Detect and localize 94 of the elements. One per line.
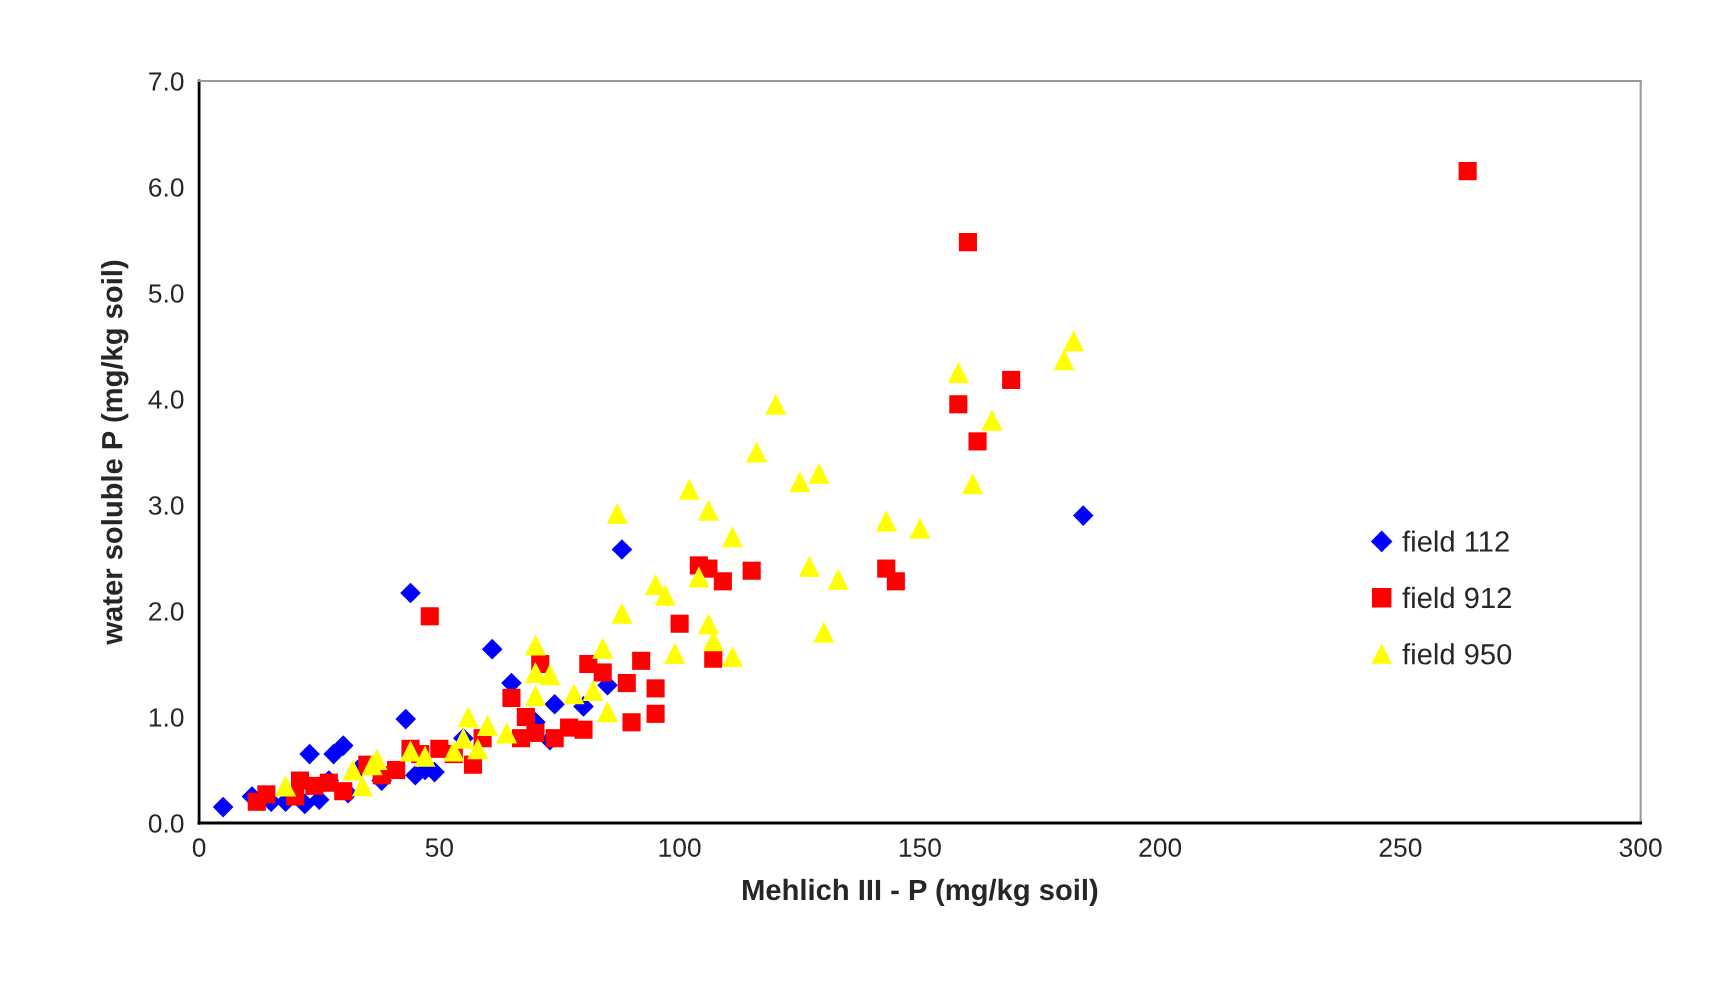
point bbox=[765, 393, 787, 415]
legend-label: field 112 bbox=[1402, 530, 1509, 552]
point bbox=[467, 738, 489, 760]
point bbox=[798, 555, 820, 578]
point bbox=[257, 785, 276, 804]
point bbox=[212, 796, 234, 818]
point bbox=[1053, 349, 1075, 371]
point bbox=[351, 775, 373, 797]
point bbox=[420, 607, 439, 626]
point bbox=[414, 745, 436, 767]
point bbox=[789, 471, 811, 493]
point bbox=[597, 701, 619, 723]
point bbox=[632, 651, 651, 670]
point bbox=[654, 584, 676, 606]
point bbox=[617, 674, 636, 693]
point bbox=[496, 722, 518, 744]
y-tick-label: 5.0 bbox=[148, 284, 184, 303]
point bbox=[721, 526, 743, 548]
point bbox=[721, 646, 743, 668]
point bbox=[387, 760, 406, 780]
point bbox=[808, 462, 830, 484]
point bbox=[611, 602, 633, 624]
point bbox=[1063, 330, 1085, 352]
point bbox=[875, 510, 897, 532]
point bbox=[592, 637, 614, 659]
point bbox=[400, 582, 421, 604]
x-axis-title: Mehlich III - P (mg/kg soil) bbox=[743, 878, 1098, 907]
y-tick-label: 3.0 bbox=[148, 496, 184, 515]
point bbox=[697, 499, 719, 521]
point bbox=[524, 685, 546, 707]
point bbox=[611, 539, 633, 560]
point bbox=[704, 649, 723, 668]
x-tick-label: 150 bbox=[899, 838, 941, 857]
point bbox=[563, 683, 585, 705]
point bbox=[622, 713, 641, 732]
point bbox=[574, 720, 593, 739]
point bbox=[299, 743, 320, 765]
point bbox=[516, 707, 535, 727]
legend-label: field 950 bbox=[1402, 643, 1512, 665]
y-tick-label: 6.0 bbox=[149, 178, 184, 197]
point bbox=[678, 478, 700, 500]
point bbox=[646, 679, 665, 698]
point bbox=[395, 708, 417, 730]
y-tick-label: 7.0 bbox=[149, 72, 184, 91]
point bbox=[958, 233, 977, 252]
point bbox=[524, 634, 546, 656]
point bbox=[275, 775, 297, 797]
y-tick-label: 0.0 bbox=[148, 814, 184, 833]
point bbox=[544, 693, 565, 715]
point bbox=[947, 361, 969, 384]
x-tick-label: 0 bbox=[192, 838, 206, 857]
point bbox=[334, 782, 353, 801]
point bbox=[1002, 370, 1021, 389]
point bbox=[949, 395, 968, 414]
point bbox=[323, 743, 344, 765]
x-tick-label: 200 bbox=[1139, 838, 1182, 857]
point bbox=[688, 566, 710, 588]
point bbox=[457, 706, 479, 728]
point bbox=[524, 661, 546, 684]
x-tick-label: 50 bbox=[425, 838, 453, 857]
x-tick-label: 100 bbox=[659, 838, 701, 857]
point bbox=[539, 664, 561, 686]
point bbox=[1458, 162, 1477, 181]
point bbox=[813, 621, 835, 643]
point bbox=[713, 572, 732, 591]
point bbox=[827, 568, 849, 590]
point bbox=[646, 704, 665, 723]
point bbox=[742, 561, 761, 580]
point bbox=[526, 723, 545, 742]
point bbox=[593, 663, 612, 682]
point bbox=[886, 572, 905, 591]
point bbox=[968, 432, 987, 451]
point bbox=[502, 688, 521, 707]
y-axis-title: water soluble P (mg/kg soil) bbox=[101, 260, 129, 645]
y-tick-label: 1.0 bbox=[149, 708, 184, 727]
point bbox=[481, 638, 503, 660]
point bbox=[909, 517, 931, 539]
y-tick-label: 2.0 bbox=[149, 602, 184, 621]
point bbox=[582, 679, 604, 702]
point bbox=[332, 735, 354, 756]
point bbox=[1072, 505, 1094, 526]
point bbox=[962, 473, 984, 495]
point bbox=[670, 614, 689, 633]
y-tick-label: 4.0 bbox=[148, 390, 184, 409]
point bbox=[606, 502, 628, 525]
point bbox=[697, 613, 719, 635]
x-tick-label: 250 bbox=[1379, 838, 1422, 857]
legend-label: field 912 bbox=[1402, 586, 1511, 609]
point bbox=[476, 714, 498, 737]
point bbox=[342, 759, 364, 781]
point bbox=[664, 642, 686, 664]
point bbox=[981, 409, 1003, 431]
point bbox=[745, 441, 768, 463]
x-tick-label: 300 bbox=[1619, 838, 1662, 857]
